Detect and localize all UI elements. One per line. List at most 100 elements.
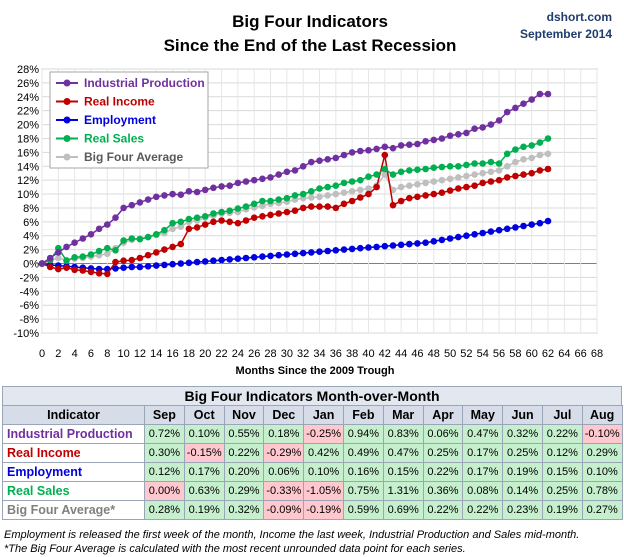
data-point-industrial-production bbox=[422, 138, 429, 145]
y-tick-label: 10% bbox=[17, 189, 39, 201]
data-point-big-four-average bbox=[495, 167, 503, 174]
data-point-industrial-production bbox=[430, 136, 438, 144]
legend-label-real-sales: Real Sales bbox=[84, 132, 144, 146]
data-point-real-income bbox=[299, 204, 307, 212]
data-point-employment bbox=[201, 258, 209, 265]
data-point-industrial-production bbox=[536, 90, 544, 98]
table-row: Industrial Production 0.72% 0.10% 0.55% 0.18… bbox=[2, 424, 623, 444]
data-point-employment bbox=[520, 222, 527, 230]
mom-table: Indicator Sep Oct Nov Dec Jan Feb Mar Apr May Jun… bbox=[2, 405, 623, 520]
header-month: Nov bbox=[223, 405, 265, 425]
series-industrial-production bbox=[38, 90, 552, 267]
x-tick-label: 14 bbox=[150, 348, 162, 360]
table-cell: 0.63% bbox=[183, 481, 225, 501]
data-point-real-income bbox=[136, 254, 144, 262]
table-cell: 0.47% bbox=[462, 424, 504, 444]
chart: Big Four Indicators Since the End of the… bbox=[13, 10, 612, 377]
x-tick-label: 32 bbox=[297, 348, 309, 360]
table-cell: 0.49% bbox=[342, 443, 384, 463]
table-cell: 0.25% bbox=[541, 481, 583, 501]
data-point-big-four-average bbox=[528, 154, 535, 162]
data-point-employment bbox=[291, 250, 299, 258]
data-point-employment bbox=[259, 253, 266, 260]
data-point-real-sales bbox=[471, 160, 478, 167]
data-point-real-sales bbox=[324, 183, 332, 191]
data-point-real-income bbox=[242, 217, 250, 224]
data-point-real-income bbox=[422, 192, 429, 199]
data-point-real-income bbox=[528, 169, 535, 177]
table-cell: 0.22% bbox=[422, 500, 464, 520]
data-point-employment bbox=[340, 246, 348, 253]
data-point-real-sales bbox=[177, 218, 185, 226]
y-tick-label: 26% bbox=[17, 78, 39, 90]
data-point-big-four-average bbox=[348, 188, 356, 195]
data-point-real-sales bbox=[169, 219, 176, 227]
data-point-industrial-production bbox=[283, 168, 291, 176]
table-cell: 0.16% bbox=[342, 462, 384, 482]
data-point-industrial-production bbox=[112, 214, 119, 221]
data-point-big-four-average bbox=[340, 189, 348, 196]
data-point-big-four-average bbox=[397, 183, 405, 191]
header-month: Mar bbox=[382, 405, 424, 425]
y-tick-label: 2% bbox=[23, 245, 39, 257]
y-tick-label: 0% bbox=[23, 259, 39, 271]
data-point-employment bbox=[120, 264, 127, 272]
table-cell: 0.29% bbox=[223, 481, 265, 501]
data-point-industrial-production bbox=[463, 129, 470, 137]
data-point-real-income bbox=[46, 263, 54, 271]
data-point-real-income bbox=[71, 266, 78, 274]
y-tick-label: -2% bbox=[19, 272, 39, 284]
data-point-big-four-average bbox=[438, 176, 446, 184]
table-cell: 0.55% bbox=[223, 424, 265, 444]
data-point-employment bbox=[210, 257, 217, 265]
table-cell: 0.22% bbox=[422, 462, 464, 482]
data-point-industrial-production bbox=[38, 260, 46, 267]
data-point-real-income bbox=[340, 200, 348, 208]
data-point-big-four-average bbox=[169, 225, 176, 233]
data-point-big-four-average bbox=[503, 163, 511, 170]
x-tick-label: 56 bbox=[493, 348, 505, 360]
data-point-real-income bbox=[406, 194, 413, 202]
data-point-employment bbox=[169, 260, 176, 268]
data-point-employment bbox=[397, 241, 405, 249]
data-point-employment bbox=[495, 226, 503, 234]
x-tick-label: 28 bbox=[264, 348, 276, 360]
data-point-real-sales bbox=[144, 233, 152, 241]
data-point-real-income bbox=[291, 207, 299, 214]
x-tick-label: 40 bbox=[362, 348, 374, 360]
data-point-industrial-production bbox=[63, 243, 70, 251]
table-cell: 0.17% bbox=[462, 443, 504, 463]
data-point-real-sales bbox=[242, 203, 250, 210]
data-point-real-income bbox=[381, 151, 389, 159]
data-point-real-sales bbox=[544, 135, 552, 142]
x-tick-label: 46 bbox=[411, 348, 423, 360]
data-point-real-sales bbox=[487, 158, 495, 166]
header-month: Jan bbox=[303, 405, 344, 425]
data-point-industrial-production bbox=[316, 157, 323, 164]
data-point-real-income bbox=[430, 190, 438, 198]
data-point-real-sales bbox=[463, 161, 470, 169]
data-point-real-income bbox=[438, 189, 446, 196]
data-point-real-sales bbox=[128, 235, 136, 242]
data-point-real-sales bbox=[316, 185, 323, 192]
data-point-real-sales bbox=[512, 146, 519, 153]
data-point-real-sales bbox=[528, 142, 535, 149]
data-point-industrial-production bbox=[144, 196, 152, 203]
data-point-real-sales bbox=[414, 166, 421, 173]
data-point-real-income bbox=[144, 251, 152, 259]
data-point-big-four-average bbox=[446, 175, 454, 183]
data-point-real-income bbox=[259, 213, 266, 220]
data-point-real-income bbox=[389, 201, 397, 209]
data-point-real-income bbox=[267, 211, 274, 219]
data-point-real-income bbox=[177, 240, 185, 248]
data-point-big-four-average bbox=[259, 202, 266, 210]
data-point-big-four-average bbox=[430, 178, 438, 185]
y-tick-label: 14% bbox=[17, 161, 39, 173]
data-point-real-income bbox=[104, 270, 111, 278]
data-point-real-sales bbox=[153, 231, 160, 238]
data-point-employment bbox=[299, 249, 307, 257]
data-point-real-sales bbox=[275, 196, 283, 203]
header-month: Sep bbox=[144, 405, 185, 425]
header-month: Aug bbox=[581, 405, 623, 425]
data-point-industrial-production bbox=[201, 186, 209, 194]
